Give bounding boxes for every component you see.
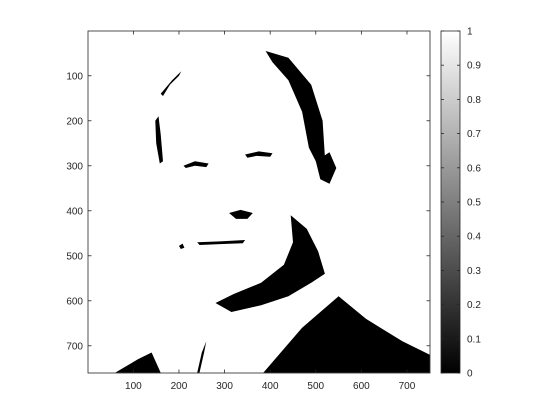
colorbar: 0 0.1 0.2 0.3 0.4 0.5 0.6 0.7 0.8 0.9 1 xyxy=(440,27,481,380)
image-background xyxy=(88,31,430,373)
dark-region-hairline-left-side xyxy=(155,116,163,164)
dark-region-eyebrow-left xyxy=(183,161,209,168)
colorbar-tick-label: 0.3 xyxy=(467,266,481,277)
dark-region-head-right-edge xyxy=(265,51,325,166)
image-content xyxy=(115,51,430,373)
dark-region-ear-shadow xyxy=(315,152,337,184)
colorbar-tick-label: 0.9 xyxy=(467,61,481,72)
dark-region-beard-shadow xyxy=(215,215,325,312)
colorbar-tick-label: 0.2 xyxy=(467,300,481,311)
dark-region-jacket-right xyxy=(263,296,430,373)
y-tick-label: 500 xyxy=(66,251,83,262)
colorbar-tick-label: 0.1 xyxy=(467,334,481,345)
dark-region-hairline-left-top xyxy=(160,71,182,96)
y-tick-label: 700 xyxy=(66,341,83,352)
dark-region-mouth-line xyxy=(197,240,246,245)
dark-region-eyebrow-right xyxy=(245,151,273,158)
dark-region-jacket-left xyxy=(115,352,161,373)
x-tick-label: 400 xyxy=(262,381,279,392)
colorbar-tick-label: 0.7 xyxy=(467,129,481,140)
y-tick-label: 200 xyxy=(66,116,83,127)
image-axes: 100 200 300 400 500 600 700 100 200 300 400 500 600… xyxy=(66,30,431,392)
colorbar-tick-label: 0.4 xyxy=(467,232,481,243)
x-tick-label: 200 xyxy=(171,381,188,392)
colorbar-gradient xyxy=(441,31,460,373)
y-tick-label: 600 xyxy=(66,296,83,307)
dark-region-collar-line xyxy=(197,341,207,373)
dark-region-nostrils xyxy=(229,209,253,219)
image-axes-frame xyxy=(87,30,431,374)
colorbar-tick-label: 0.8 xyxy=(467,95,481,106)
y-tick-label: 100 xyxy=(66,71,83,82)
colorbar-tick-label: 0.6 xyxy=(467,163,481,174)
x-tick-label: 600 xyxy=(353,381,370,392)
colorbar-tick-label: 0 xyxy=(467,369,473,380)
colorbar-tick-label: 1 xyxy=(467,27,473,38)
y-axis: 100 200 300 400 500 600 700 xyxy=(66,71,430,352)
colorbar-ticks: 0 0.1 0.2 0.3 0.4 0.5 0.6 0.7 0.8 0.9 1 xyxy=(441,27,481,380)
y-tick-label: 400 xyxy=(66,206,83,217)
dark-region-lip-mark xyxy=(179,243,185,249)
x-axis: 100 200 300 400 500 600 700 xyxy=(125,31,416,392)
x-tick-label: 500 xyxy=(307,381,324,392)
y-tick-label: 300 xyxy=(66,161,83,172)
x-tick-label: 100 xyxy=(125,381,142,392)
colorbar-tick-label: 0.5 xyxy=(467,198,481,209)
x-tick-label: 700 xyxy=(399,381,416,392)
colorbar-frame xyxy=(440,30,461,374)
x-tick-label: 300 xyxy=(216,381,233,392)
